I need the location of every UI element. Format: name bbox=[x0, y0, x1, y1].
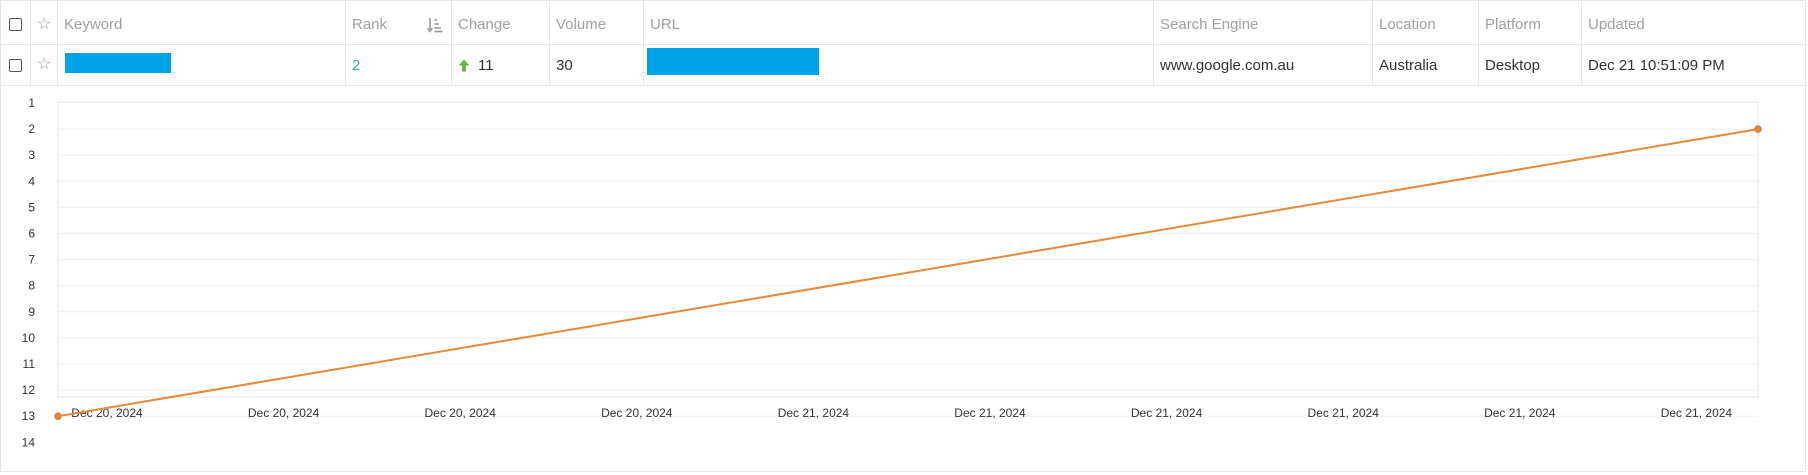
location-cell: Australia bbox=[1373, 45, 1479, 85]
rank-series bbox=[54, 125, 1762, 420]
rank-cell[interactable]: 2 bbox=[346, 45, 452, 85]
series-line bbox=[57, 128, 1759, 418]
keyword-redaction bbox=[65, 53, 171, 73]
sort-ascending-icon[interactable] bbox=[427, 17, 443, 33]
volume-cell: 30 bbox=[550, 45, 644, 85]
x-tick-label: Dec 21, 2024 bbox=[1308, 406, 1380, 420]
y-tick-label: 12 bbox=[22, 383, 36, 397]
y-tick-label: 2 bbox=[28, 122, 35, 136]
url-cell[interactable] bbox=[644, 45, 1154, 85]
row-select-cell[interactable] bbox=[1, 45, 31, 85]
column-header-rank[interactable]: Rank bbox=[346, 1, 452, 44]
column-header-updated[interactable]: Updated bbox=[1588, 16, 1645, 33]
row-favorite-cell[interactable]: ☆ bbox=[31, 45, 58, 85]
y-tick-label: 9 bbox=[28, 305, 35, 319]
column-header-url[interactable]: URL bbox=[644, 1, 1154, 44]
select-all-cell[interactable] bbox=[1, 1, 31, 44]
column-header-location[interactable]: Location bbox=[1373, 1, 1479, 44]
x-tick-label: Dec 20, 2024 bbox=[425, 406, 497, 420]
checkbox-icon[interactable] bbox=[9, 18, 22, 31]
column-header-volume[interactable]: Volume bbox=[550, 1, 644, 44]
x-tick-label: Dec 20, 2024 bbox=[248, 406, 320, 420]
y-tick-label: 3 bbox=[28, 148, 35, 162]
rank-link[interactable]: 2 bbox=[352, 56, 361, 74]
x-tick-label: Dec 21, 2024 bbox=[954, 406, 1026, 420]
gridlines bbox=[58, 128, 1758, 417]
x-tick-label: Dec 21, 2024 bbox=[1131, 406, 1203, 420]
x-axis-ticks: Dec 20, 2024 Dec 20, 2024 Dec 20, 2024 Dec … bbox=[71, 406, 1732, 420]
favorite-header-cell[interactable]: ☆ bbox=[31, 1, 58, 44]
x-tick-label: Dec 20, 2024 bbox=[601, 406, 673, 420]
y-tick-label: 7 bbox=[28, 253, 35, 267]
checkbox-icon[interactable] bbox=[9, 58, 22, 72]
updated-cell: Dec 21 10:51:09 PM bbox=[1588, 56, 1725, 74]
x-tick-label: Dec 21, 2024 bbox=[1661, 406, 1733, 420]
y-tick-label: 4 bbox=[28, 174, 35, 188]
y-tick-label: 1 bbox=[28, 96, 35, 110]
column-header-change[interactable]: Change bbox=[452, 1, 550, 44]
y-tick-label: 8 bbox=[28, 279, 35, 293]
x-tick-label: Dec 21, 2024 bbox=[1484, 406, 1556, 420]
column-header-keyword[interactable]: Keyword bbox=[58, 1, 346, 44]
table-header-row: ☆ Keyword Rank Change Volume URL Search … bbox=[1, 1, 1807, 45]
x-tick-label: Dec 20, 2024 bbox=[71, 406, 143, 420]
star-icon[interactable]: ☆ bbox=[37, 56, 52, 73]
y-tick-label: 11 bbox=[23, 357, 36, 371]
star-icon[interactable]: ☆ bbox=[37, 15, 52, 33]
change-cell: 11 bbox=[452, 45, 550, 85]
y-tick-label: 6 bbox=[28, 227, 35, 241]
arrow-up-icon bbox=[458, 59, 470, 71]
data-point[interactable] bbox=[54, 412, 62, 420]
y-tick-label: 14 bbox=[22, 435, 36, 449]
platform-cell: Desktop bbox=[1479, 45, 1582, 85]
url-redaction bbox=[647, 48, 819, 75]
search-engine-cell: www.google.com.au bbox=[1154, 45, 1373, 85]
y-tick-label: 10 bbox=[22, 331, 36, 345]
table-row: ☆ 2 11 30 www.google.com.au Australia De… bbox=[1, 45, 1807, 86]
x-tick-label: Dec 21, 2024 bbox=[778, 406, 850, 420]
data-point[interactable] bbox=[1754, 125, 1762, 133]
column-header-search-engine[interactable]: Search Engine bbox=[1154, 1, 1373, 44]
y-tick-label: 13 bbox=[22, 409, 36, 423]
plot-area bbox=[57, 101, 1759, 398]
keyword-cell bbox=[58, 45, 346, 85]
y-tick-label: 5 bbox=[28, 200, 35, 214]
column-header-platform[interactable]: Platform bbox=[1479, 1, 1582, 44]
